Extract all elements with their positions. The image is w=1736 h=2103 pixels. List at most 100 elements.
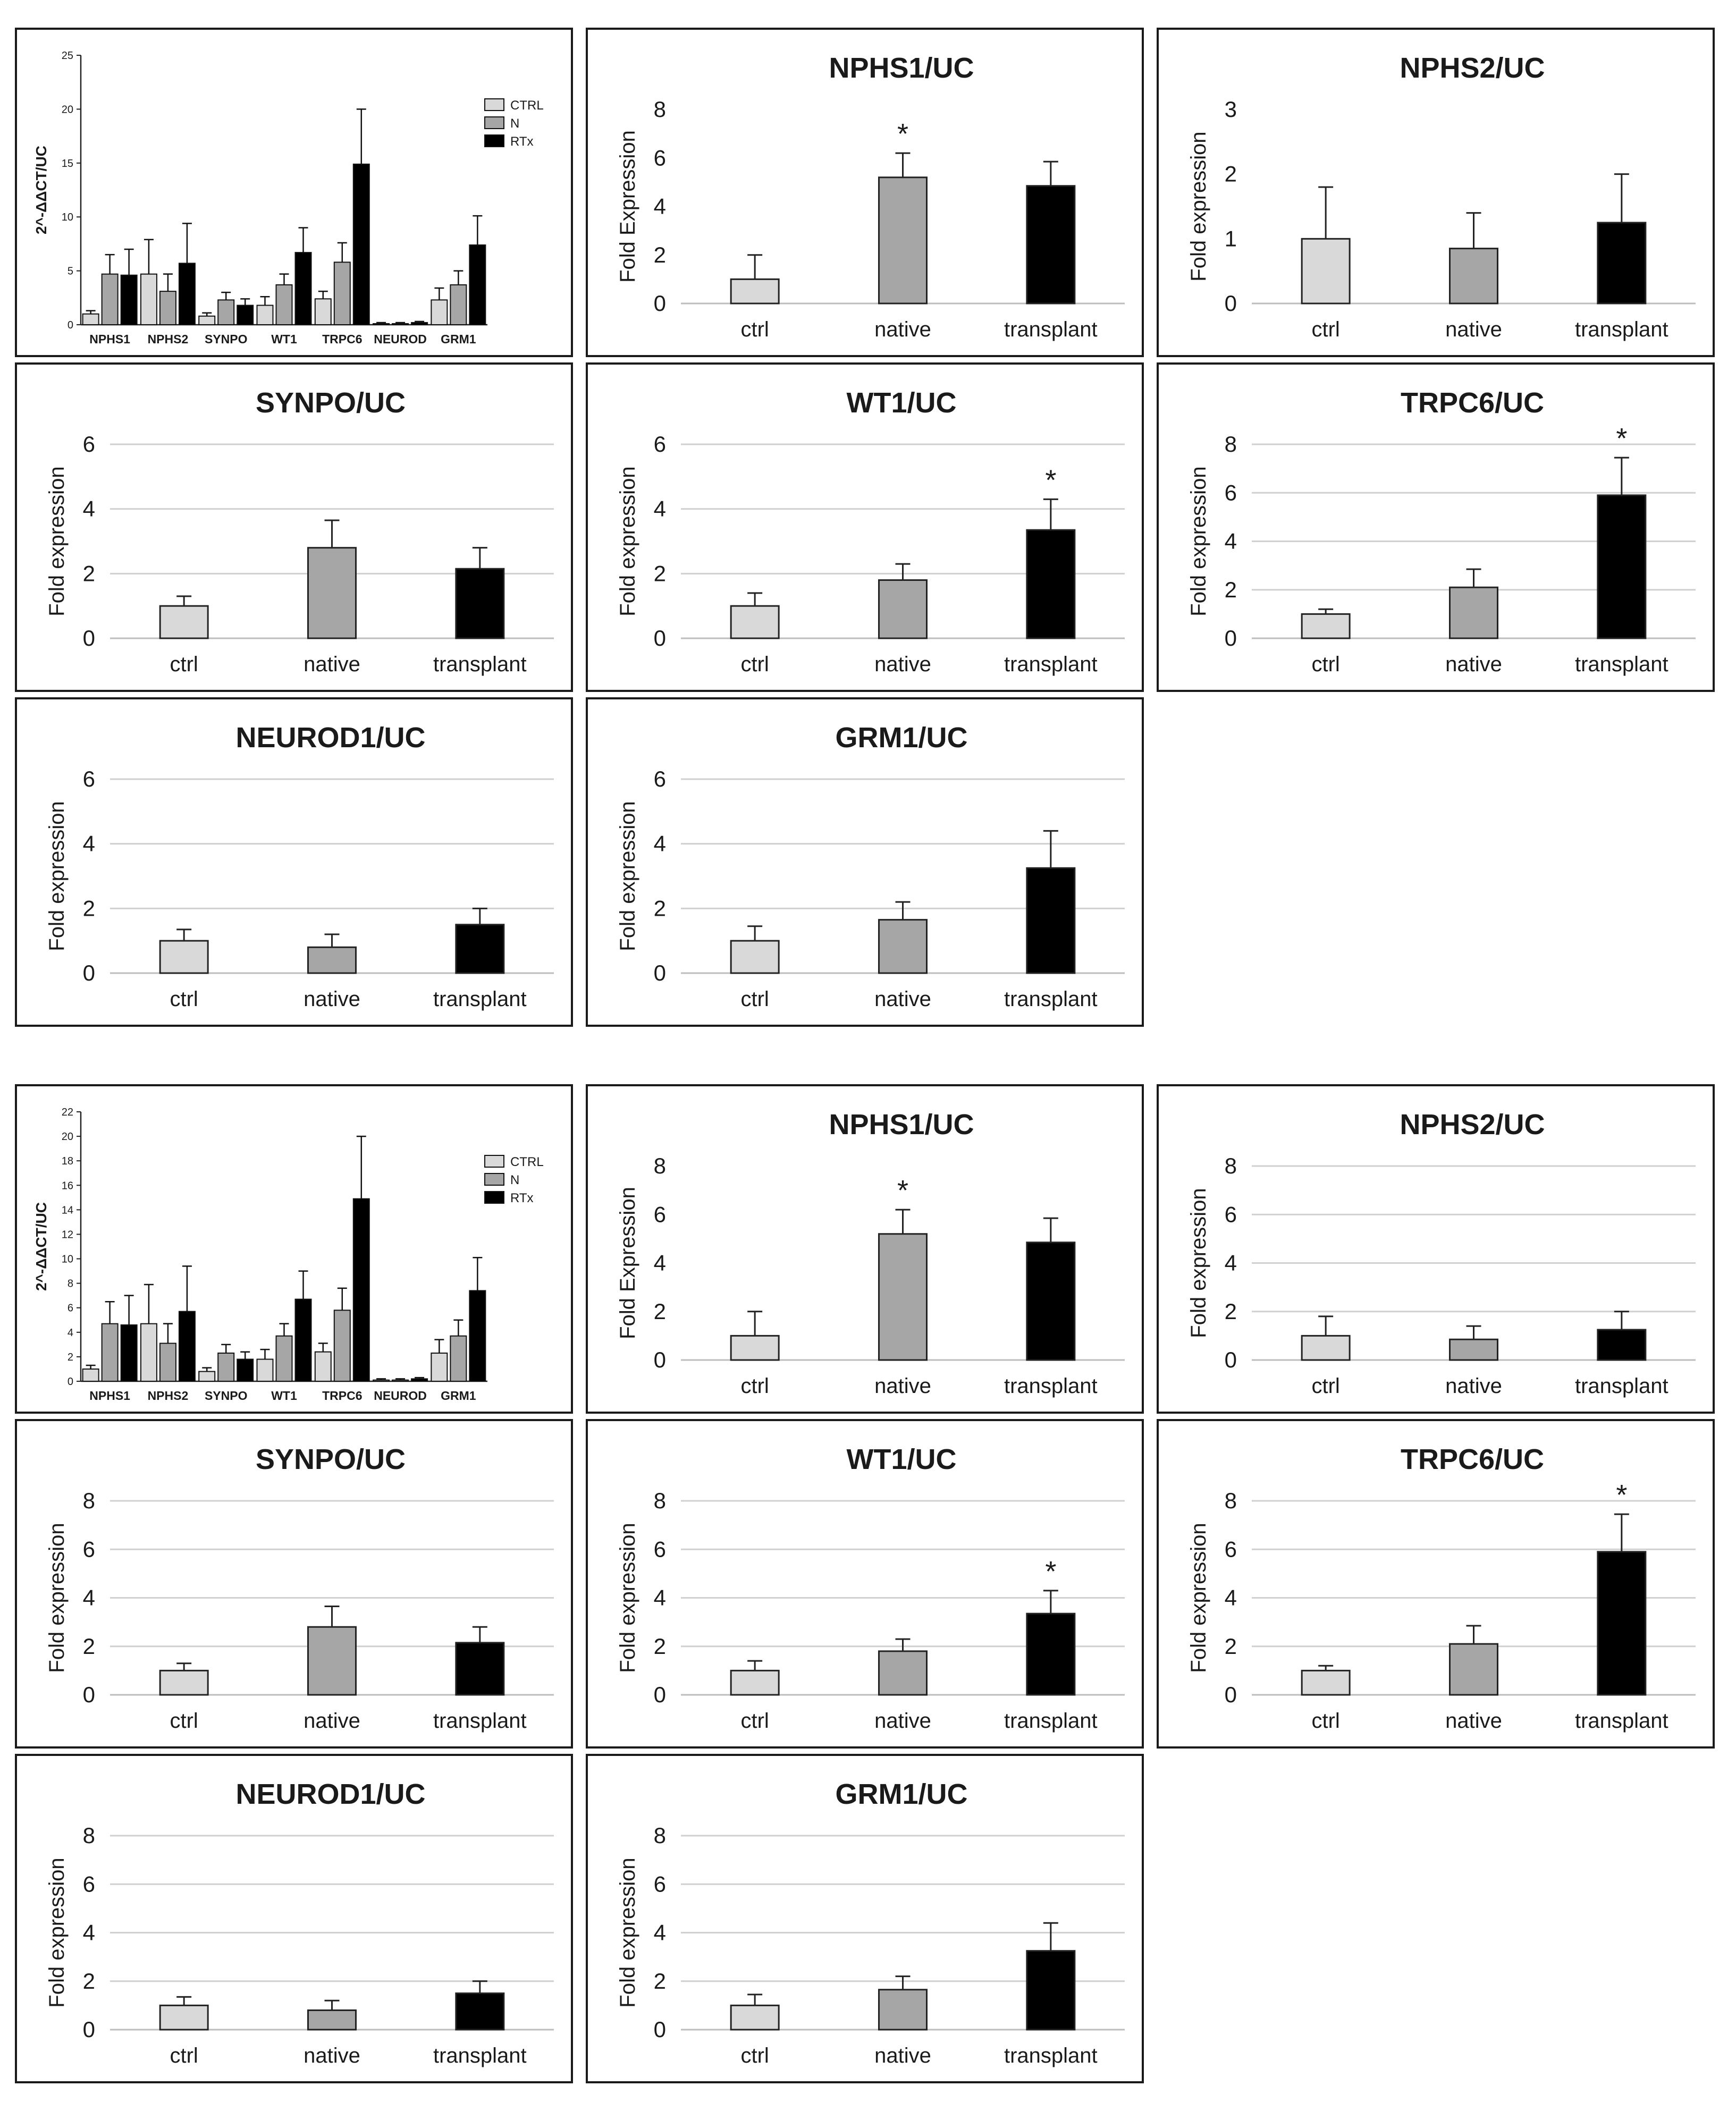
chart-svg: 0 5 10 15 20 25 2^-ΔΔCT/UC NPHS1 NPHS2 SYNPO WT1 TR… <box>33 50 544 346</box>
legend-swatch-RTx <box>484 134 504 147</box>
chart-svg: GRM1/UC Fold expression 0 2 4 6 8 ctrl native tra… <box>616 1778 1125 2067</box>
bar-CTRL-NPHS1 <box>82 1368 99 1382</box>
x-tick-label: native <box>1445 653 1502 676</box>
bar-ctrl <box>730 940 780 974</box>
chart-panel-nphs2-uc: NPHS2/UC Fold expression 0 1 2 3 ctrl native tra… <box>1157 28 1715 357</box>
y-tick-label: 4 <box>83 831 95 856</box>
chart-panel-neurod1-uc: NEUROD1/UC Fold expression 0 2 4 6 ctrl native t… <box>15 697 573 1027</box>
y-tick-label: 4 <box>654 1920 666 1945</box>
x-tick-label: native <box>874 2044 931 2067</box>
legend-swatch-N <box>484 1173 504 1186</box>
y-tick-label: 10 <box>62 212 73 223</box>
bar-CTRL-NEUROD <box>373 1379 390 1382</box>
bar-CTRL-WT1 <box>256 1358 274 1382</box>
x-tick-label: ctrl <box>741 1709 769 1733</box>
y-tick-label: 3 <box>1225 97 1237 122</box>
y-tick-label: 20 <box>62 104 73 115</box>
x-tick-label: ctrl <box>1312 1709 1340 1733</box>
y-axis-label: Fold expression <box>45 801 69 951</box>
chart-title: WT1/UC <box>847 387 957 419</box>
bar-transplant <box>1026 529 1076 639</box>
y-axis-label: Fold expression <box>45 466 69 616</box>
y-tick-label: 6 <box>83 432 95 457</box>
x-tick-label: native <box>304 2044 360 2067</box>
bar-RTx-NEUROD <box>411 1378 428 1382</box>
chart-svg: 0 2 4 6 8 10 12 14 16 18 20 22 2^-ΔΔCT/UC NPHS1 NPHS2 S… <box>33 1107 544 1403</box>
x-tick-label: ctrl <box>741 987 769 1011</box>
bar-CTRL-SYNPO <box>198 315 216 326</box>
chart-panel-nphs1-uc: NPHS1/UC Fold Expression 0 2 4 6 8 ctrl * native t… <box>586 28 1144 357</box>
bar-N-WT1 <box>275 1335 293 1382</box>
bar-ctrl <box>1301 1669 1351 1696</box>
bar-N-SYNPO <box>217 1352 235 1382</box>
bar-N-TRPC6 <box>333 261 351 326</box>
x-tick-label: WT1 <box>271 332 297 346</box>
bar-native <box>1449 586 1498 639</box>
bar-RTx-NEUROD <box>411 322 428 325</box>
bar-native <box>1449 1338 1498 1361</box>
significance-star: * <box>897 1175 908 1206</box>
bar-ctrl <box>730 278 780 305</box>
bar-ctrl <box>730 605 780 639</box>
significance-star: * <box>1616 1479 1627 1511</box>
bar-native <box>878 176 928 305</box>
chart-title: TRPC6/UC <box>1401 1443 1544 1475</box>
x-tick-label: WT1 <box>271 1389 297 1403</box>
chart-svg: TRPC6/UC Fold expression 0 2 4 6 8 ctrl native * t… <box>1187 1443 1696 1733</box>
bar-transplant <box>1597 222 1647 305</box>
x-tick-label: TRPC6 <box>322 332 362 346</box>
chart-title: NPHS1/UC <box>829 1109 974 1141</box>
chart-title: GRM1/UC <box>835 722 967 754</box>
bar-transplant <box>1026 1612 1076 1696</box>
chart-panel-neurod1-uc: NEUROD1/UC Fold expression 0 2 4 6 8 ctrl native… <box>15 1754 573 2083</box>
x-tick-label: transplant <box>1004 653 1098 676</box>
bar-N-NPHS1 <box>101 1323 119 1382</box>
bar-CTRL-NPHS2 <box>140 273 157 325</box>
x-tick-label: ctrl <box>170 2044 198 2067</box>
y-tick-label: 8 <box>1225 1488 1237 1513</box>
chart-svg: WT1/UC Fold expression 0 2 4 6 8 ctrl native * tra… <box>616 1443 1125 1733</box>
y-tick-label: 2 <box>83 1634 95 1659</box>
y-axis-label: Fold expression <box>45 1523 69 1673</box>
y-axis-label: Fold expression <box>616 466 639 616</box>
bar-transplant <box>1597 1551 1647 1696</box>
x-tick-label: GRM1 <box>441 1389 476 1403</box>
x-tick-label: native <box>874 318 931 341</box>
y-tick-label: 8 <box>654 97 666 122</box>
chart-svg: NEUROD1/UC Fold expression 0 2 4 6 ctrl native t… <box>45 722 554 1011</box>
y-tick-label: 2 <box>654 1299 666 1324</box>
bar-ctrl <box>1301 613 1351 639</box>
chart-panel-nphs2-uc: NPHS2/UC Fold expression 0 2 4 6 8 ctrl native tr… <box>1157 1084 1715 1414</box>
bar-native <box>1449 248 1498 305</box>
y-tick-label: 2 <box>1225 1634 1237 1659</box>
x-tick-label: NPHS2 <box>148 1389 189 1403</box>
bar-RTx-NPHS1 <box>120 274 138 326</box>
bar-CTRL-TRPC6 <box>314 1351 332 1382</box>
legend-swatch-N <box>484 116 504 129</box>
x-tick-label: NEUROD <box>374 1389 427 1403</box>
legend-label: CTRL <box>510 98 544 113</box>
y-tick-label: 6 <box>1225 1202 1237 1227</box>
y-tick-label: 2 <box>83 1969 95 1994</box>
x-tick-label: ctrl <box>741 653 769 676</box>
y-tick-label: 2 <box>1225 162 1237 187</box>
chart-title: NPHS2/UC <box>1400 1109 1545 1141</box>
y-tick-label: 0 <box>83 1682 95 1707</box>
bar-RTx-SYNPO <box>237 305 254 325</box>
y-tick-label: 6 <box>83 1536 95 1561</box>
x-tick-label: native <box>304 653 360 676</box>
y-tick-label: 4 <box>1225 1251 1237 1276</box>
x-tick-label: ctrl <box>741 1374 769 1398</box>
x-tick-label: TRPC6 <box>322 1389 362 1403</box>
bar-CTRL-GRM1 <box>431 1352 448 1382</box>
bar-RTx-GRM1 <box>469 244 486 326</box>
chart-svg: WT1/UC Fold expression 0 2 4 6 ctrl native * tran… <box>616 387 1125 676</box>
overview-chart-panel: 0 5 10 15 20 25 2^-ΔΔCT/UC NPHS1 NPHS2 SYNPO WT1 TR… <box>15 28 573 357</box>
significance-star: * <box>897 118 908 150</box>
y-axis-label: Fold expression <box>616 1523 639 1673</box>
y-tick-label: 4 <box>1225 1585 1237 1610</box>
chart-title: NEUROD1/UC <box>235 722 425 754</box>
bar-RTx-NPHS1 <box>120 1324 138 1382</box>
bar-ctrl <box>730 1669 780 1696</box>
y-axis-label: Fold Expression <box>616 130 639 283</box>
